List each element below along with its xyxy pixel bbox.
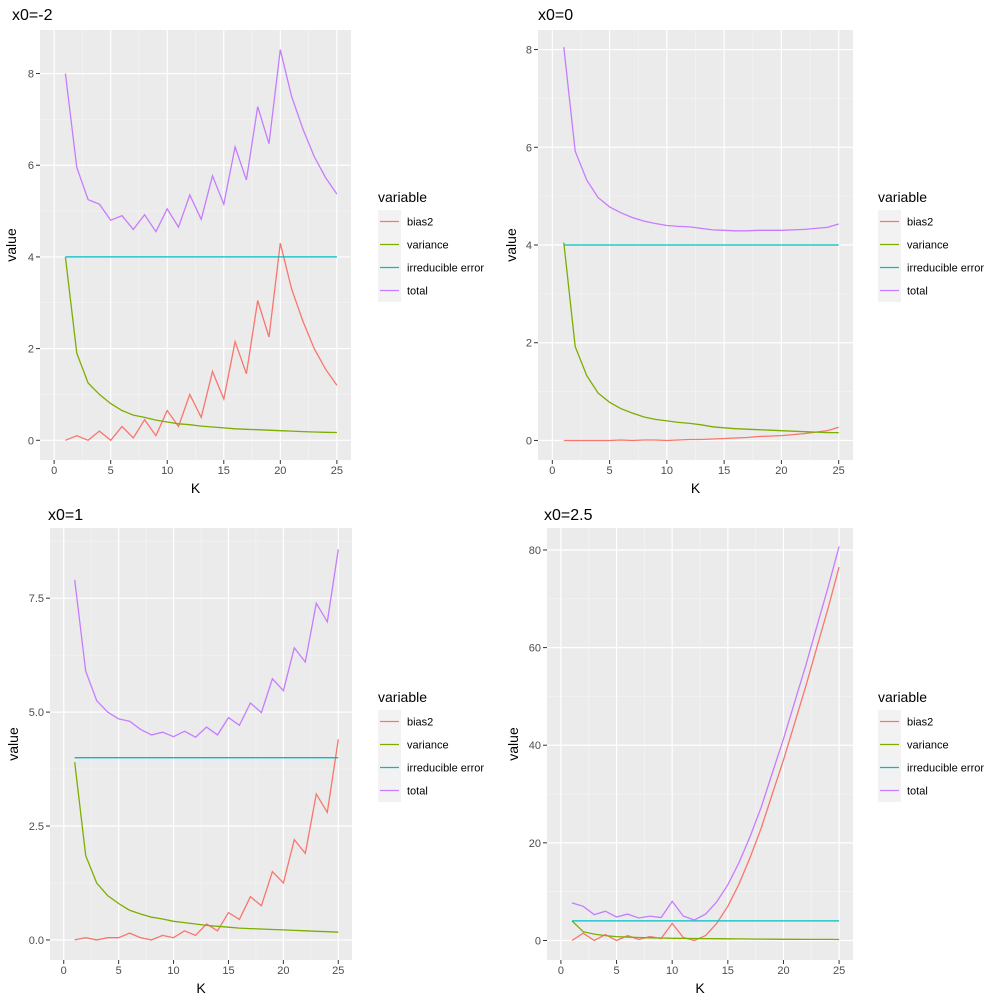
legend-label: variance <box>907 240 949 252</box>
x-tick-label: 0 <box>51 465 57 477</box>
series-line-variance <box>563 242 839 434</box>
legend-label: bias2 <box>907 217 933 229</box>
x-axis-title: K <box>695 980 705 996</box>
x-tick-label: 20 <box>777 965 789 977</box>
legend-label: total <box>407 786 428 798</box>
x-tick-label: 20 <box>775 465 787 477</box>
panel-title: x0=-2 <box>12 7 53 24</box>
x-tick-label: 15 <box>218 465 230 477</box>
panel-title: x0=1 <box>48 507 83 524</box>
y-tick-label: 2.5 <box>29 821 44 833</box>
y-tick-label: 5.0 <box>29 707 44 719</box>
x-tick-label: 15 <box>718 465 730 477</box>
legend-label: variance <box>907 740 949 752</box>
legend-label: variance <box>407 740 449 752</box>
panel-title: x0=0 <box>538 7 573 24</box>
legend-label: irreducible error <box>907 263 984 275</box>
x-tick-label: 10 <box>161 465 173 477</box>
x-tick-label: 0 <box>61 965 67 977</box>
x-tick-label: 20 <box>277 965 289 977</box>
x-tick-label: 25 <box>331 465 343 477</box>
y-tick-label: 40 <box>529 740 541 752</box>
series-line-bias2 <box>571 566 840 942</box>
x-tick-label: 5 <box>108 465 114 477</box>
panel-1: 0 5 10 15 20 2502468x0=-2Kvaluevariablebias2v… <box>3 7 484 496</box>
series-line-variance <box>571 920 840 941</box>
x-axis-title: K <box>691 480 701 496</box>
x-tick-label: 0 <box>558 965 564 977</box>
y-tick-label: 60 <box>529 643 541 655</box>
legend-title: variable <box>878 189 927 205</box>
legend: variable bias2 variance irreducible error to… <box>378 689 484 802</box>
legend-label: total <box>907 286 928 298</box>
panel-title: x0=2.5 <box>544 507 593 524</box>
y-tick-label: 0 <box>526 435 532 447</box>
x-axis-title: K <box>191 480 201 496</box>
y-axis-title: value <box>505 727 521 761</box>
x-tick-label: 25 <box>332 965 344 977</box>
y-tick-label: 20 <box>529 838 541 850</box>
panel-2: 0 5 10 15 20 2502468x0=0Kvaluevariablebias2va… <box>503 7 984 496</box>
series-line-total <box>563 47 839 232</box>
x-tick-label: 15 <box>722 965 734 977</box>
legend: variable bias2 variance irreducible error to… <box>878 689 984 802</box>
legend: variable bias2 variance irreducible error to… <box>878 189 984 302</box>
x-tick-label: 5 <box>613 965 619 977</box>
y-tick-label: 2 <box>28 344 34 356</box>
x-tick-label: 25 <box>833 965 845 977</box>
y-tick-label: 6 <box>28 160 34 172</box>
x-tick-label: 5 <box>607 465 613 477</box>
series-line-bias2 <box>74 739 339 941</box>
x-tick-label: 15 <box>222 965 234 977</box>
y-tick-label: 8 <box>28 69 34 81</box>
series-line-bias2 <box>563 426 839 442</box>
x-tick-label: 10 <box>167 965 179 977</box>
x-tick-label: 25 <box>833 465 845 477</box>
legend-label: total <box>907 786 928 798</box>
y-axis-title: value <box>503 228 519 262</box>
legend-label: irreducible error <box>907 763 984 775</box>
y-tick-label: 4 <box>28 252 34 264</box>
y-tick-label: 6 <box>526 142 532 154</box>
series-line-total <box>571 546 840 921</box>
legend-title: variable <box>378 689 427 705</box>
legend-label: total <box>407 286 428 298</box>
y-axis-title: value <box>5 727 21 761</box>
legend-label: bias2 <box>407 717 433 729</box>
series-line-variance <box>74 762 339 933</box>
x-tick-label: 0 <box>549 465 555 477</box>
y-tick-label: 0 <box>28 435 34 447</box>
y-tick-label: 0 <box>535 935 541 947</box>
series-line-total <box>74 549 339 738</box>
x-axis-title: K <box>196 980 206 996</box>
x-tick-label: 10 <box>666 965 678 977</box>
legend-label: bias2 <box>407 217 433 229</box>
legend-label: bias2 <box>907 717 933 729</box>
y-tick-label: 0.0 <box>29 935 44 947</box>
x-tick-label: 20 <box>274 465 286 477</box>
y-axis-title: value <box>3 228 19 262</box>
legend-label: irreducible error <box>407 263 484 275</box>
y-tick-label: 7.5 <box>29 593 44 605</box>
legend-label: variance <box>407 240 449 252</box>
legend-title: variable <box>378 189 427 205</box>
x-tick-label: 5 <box>116 965 122 977</box>
series-line-variance <box>64 256 337 434</box>
y-tick-label: 4 <box>526 240 532 252</box>
y-tick-label: 80 <box>529 545 541 557</box>
y-tick-label: 8 <box>526 45 532 57</box>
series-line-total <box>64 49 338 233</box>
y-tick-label: 2 <box>526 338 532 350</box>
legend: variable bias2 variance irreducible error to… <box>378 189 484 302</box>
legend-title: variable <box>878 689 927 705</box>
series-line-bias2 <box>65 243 338 442</box>
legend-label: irreducible error <box>407 763 484 775</box>
x-tick-label: 10 <box>661 465 673 477</box>
